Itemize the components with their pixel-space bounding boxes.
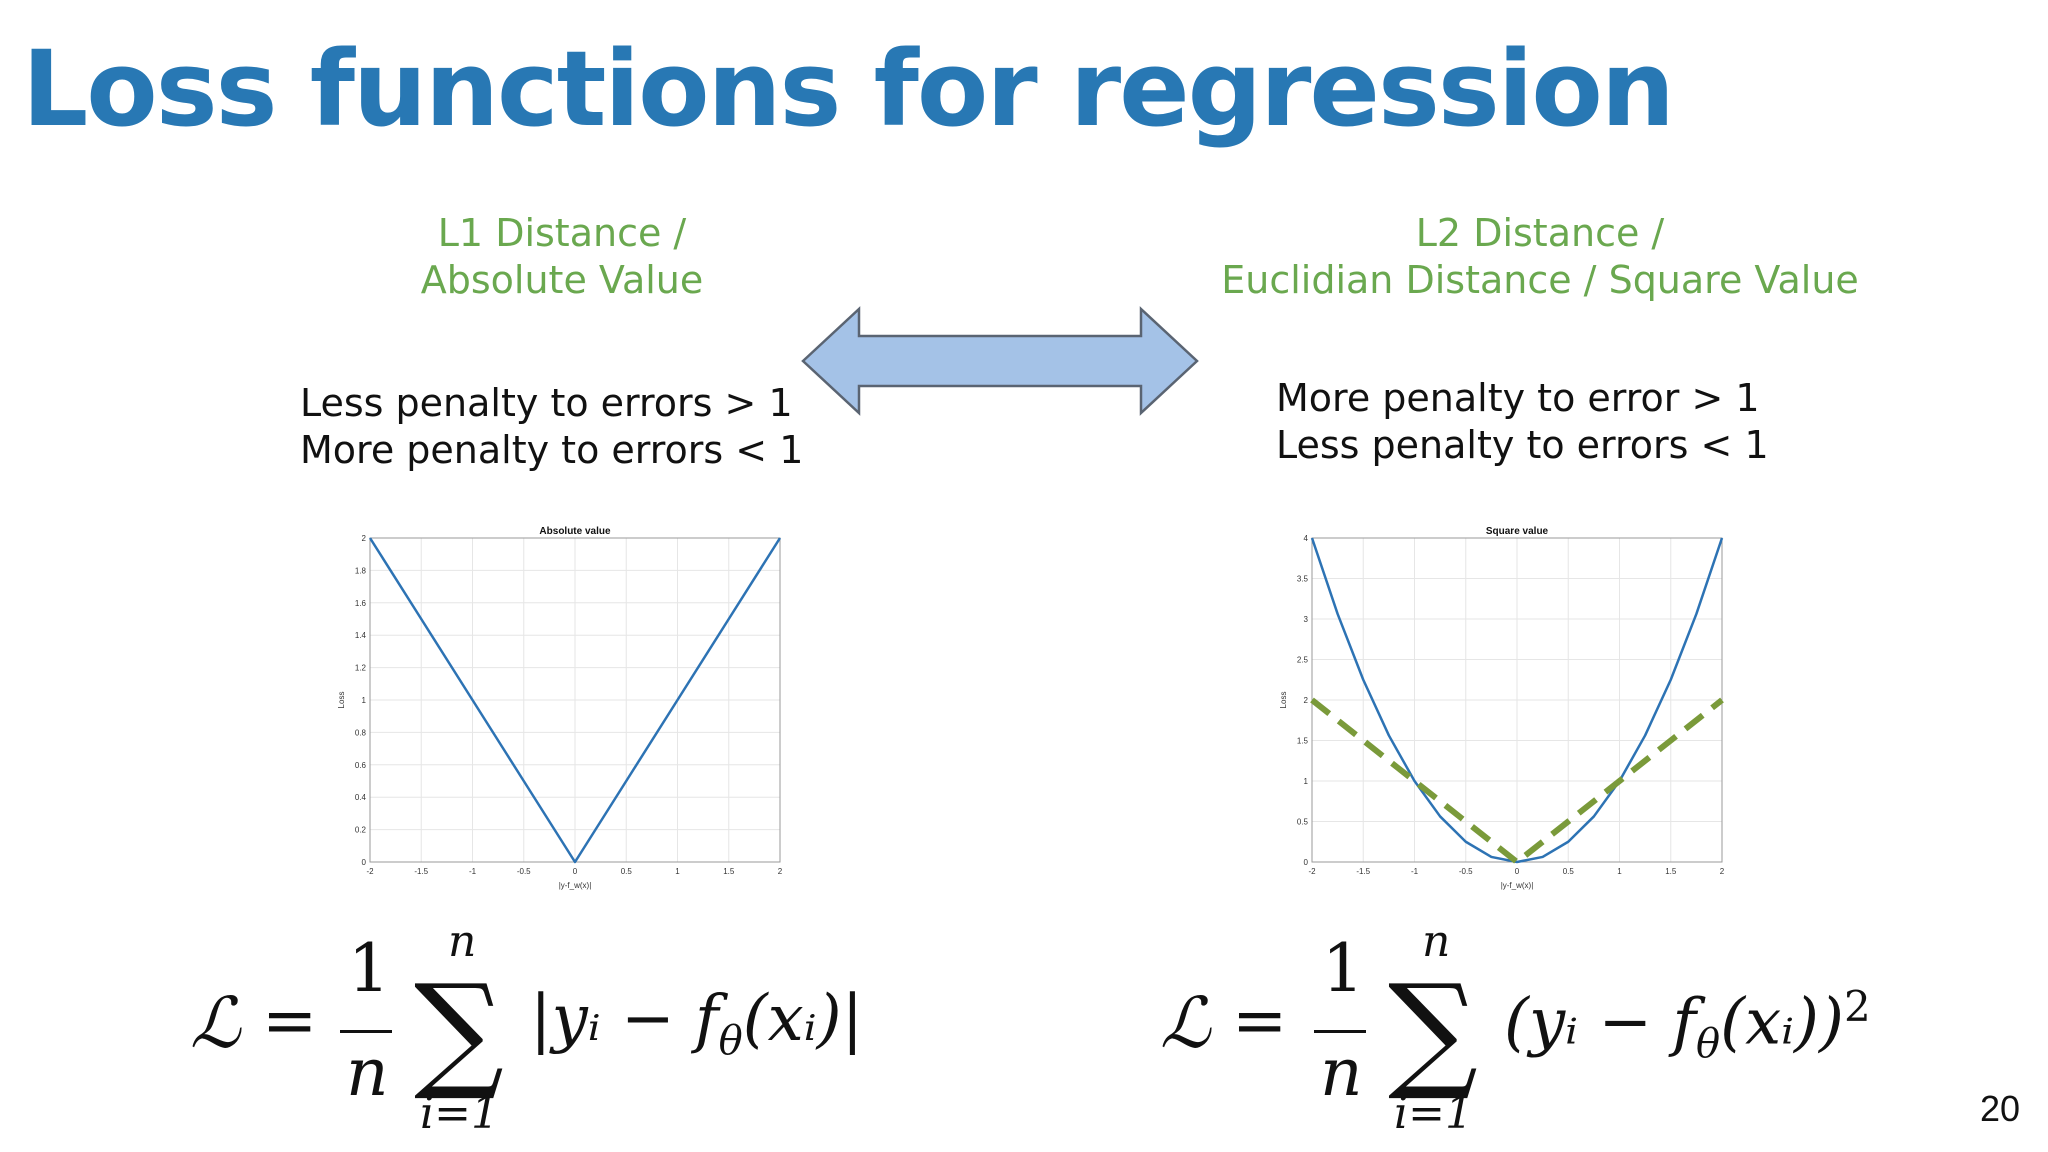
y-tick-label: 0.6	[355, 761, 367, 770]
x-tick-label: -1.5	[414, 867, 428, 876]
formula-body-head: (yᵢ − f	[1504, 985, 1696, 1060]
fraction-numerator: 1	[348, 930, 390, 1007]
exponent: 2	[1843, 982, 1871, 1031]
x-tick-label: -1	[469, 867, 477, 876]
right-heading: L2 Distance / Euclidian Distance / Squar…	[1220, 210, 1860, 304]
formula-body-tail: (xᵢ)|	[742, 982, 864, 1056]
x-tick-label: 0.5	[1563, 867, 1575, 876]
sum-lower-limit: i=1	[420, 1088, 499, 1139]
left-penalty-text: Less penalty to errors > 1 More penalty …	[300, 380, 804, 474]
formula-body-head: |yᵢ − f	[530, 982, 719, 1056]
y-tick-label: 1.6	[355, 599, 367, 608]
fraction-bar	[340, 1030, 392, 1033]
x-tick-label: 1.5	[723, 867, 735, 876]
sum-upper-limit: n	[1422, 916, 1451, 967]
left-penalty-line1: Less penalty to errors > 1	[300, 381, 793, 425]
formula-body: |yᵢ − fθ(xᵢ)|	[530, 982, 863, 1064]
summation-sign: ∑	[1388, 957, 1478, 1104]
y-tick-label: 0.8	[355, 728, 367, 737]
y-tick-label: 0.5	[1297, 818, 1309, 827]
x-tick-label: 2	[1720, 867, 1725, 876]
x-tick-label: -0.5	[1459, 867, 1473, 876]
double-headed-arrow-icon	[801, 306, 1199, 416]
fraction-denominator: n	[1320, 1034, 1363, 1111]
left-heading-line2: Absolute Value	[420, 258, 704, 302]
absolute-value-chart: Absolute value -2 -1.5 -1 -0.5 0 0.5 1 1.5 2 0 0.2 0…	[337, 526, 783, 890]
x-tick-label: -1	[1411, 867, 1419, 876]
x-tick-label: 0	[1515, 867, 1520, 876]
x-tick-label: 2	[778, 867, 783, 876]
y-tick-label: 3.5	[1297, 575, 1309, 584]
l2-loss-formula: ℒ = 1 n n ∑ i=1 (yᵢ − fθ(xᵢ))2	[1160, 916, 1950, 1145]
slide-title: Loss functions for regression	[22, 28, 1675, 150]
right-heading-line2: Euclidian Distance / Square Value	[1221, 258, 1859, 302]
x-tick-label: -2	[366, 867, 374, 876]
fraction-numerator: 1	[1322, 930, 1364, 1007]
y-tick-label: 2	[362, 534, 367, 543]
x-tick-label: -1.5	[1356, 867, 1370, 876]
y-tick-label: 2.5	[1297, 656, 1309, 665]
y-tick-label: 1.8	[355, 566, 367, 575]
l1-loss-formula: ℒ = 1 n n ∑ i=1 |yᵢ − fθ(xᵢ)|	[190, 916, 950, 1145]
x-tick-label: -2	[1308, 867, 1316, 876]
formula-body: (yᵢ − fθ(xᵢ))2	[1504, 982, 1871, 1067]
left-heading-line1: L1 Distance /	[437, 211, 687, 255]
formula-body-tail: (xᵢ))	[1720, 985, 1844, 1060]
x-tick-label: 1	[675, 867, 680, 876]
series-line-0	[368, 537, 782, 864]
y-tick-label: 3	[1304, 615, 1309, 624]
y-tick-label: 1.4	[355, 631, 367, 640]
x-axis-label: |y-f_w(x)|	[559, 881, 592, 890]
left-penalty-line2: More penalty to errors < 1	[300, 428, 804, 472]
y-tick-label: 2	[1304, 696, 1309, 705]
y-axis-label: Loss	[337, 692, 346, 709]
right-penalty-line1: More penalty to error > 1	[1276, 376, 1760, 420]
loss-symbol: ℒ	[190, 982, 241, 1064]
square-value-chart: Square value -2 -1.5 -1 -0.5 0 0.5 1 1.5 2 0 0.5 1 1.…	[1279, 526, 1725, 890]
series-line-1	[1310, 697, 1724, 865]
sum-lower-limit: i=1	[1394, 1088, 1473, 1139]
summation-sign: ∑	[414, 957, 504, 1104]
y-tick-label: 1.2	[355, 664, 367, 673]
right-penalty-line2: Less penalty to errors < 1	[1276, 423, 1769, 467]
y-tick-label: 0.4	[355, 793, 367, 802]
chart-title: Square value	[1486, 526, 1549, 537]
x-tick-label: 0	[573, 867, 578, 876]
y-axis-label: Loss	[1279, 692, 1288, 709]
y-tick-label: 0	[362, 858, 367, 867]
x-tick-label: 1	[1617, 867, 1622, 876]
x-tick-label: -0.5	[517, 867, 531, 876]
x-axis-label: |y-f_w(x)|	[1501, 881, 1534, 890]
theta-subscript: θ	[1696, 1021, 1721, 1068]
y-tick-label: 4	[1304, 534, 1309, 543]
series-line-0	[1310, 537, 1724, 864]
page-number: 20	[1979, 1088, 2020, 1129]
y-tick-label: 1.5	[1297, 737, 1309, 746]
y-tick-label: 1	[362, 696, 367, 705]
right-heading-line1: L2 Distance /	[1415, 211, 1665, 255]
fraction-bar	[1314, 1030, 1366, 1033]
left-heading: L1 Distance / Absolute Value	[362, 210, 762, 304]
y-tick-label: 0	[1304, 858, 1309, 867]
equals-sign: =	[1232, 982, 1288, 1059]
sum-upper-limit: n	[448, 916, 477, 967]
x-tick-label: 1.5	[1665, 867, 1677, 876]
right-penalty-text: More penalty to error > 1 Less penalty t…	[1276, 375, 1796, 469]
x-tick-label: 0.5	[621, 867, 633, 876]
loss-symbol: ℒ	[1160, 982, 1211, 1064]
chart-title: Absolute value	[539, 526, 611, 537]
y-tick-label: 1	[1304, 777, 1309, 786]
fraction-denominator: n	[346, 1034, 389, 1111]
theta-subscript: θ	[718, 1017, 743, 1064]
y-tick-label: 0.2	[355, 826, 367, 835]
equals-sign: =	[262, 982, 318, 1059]
